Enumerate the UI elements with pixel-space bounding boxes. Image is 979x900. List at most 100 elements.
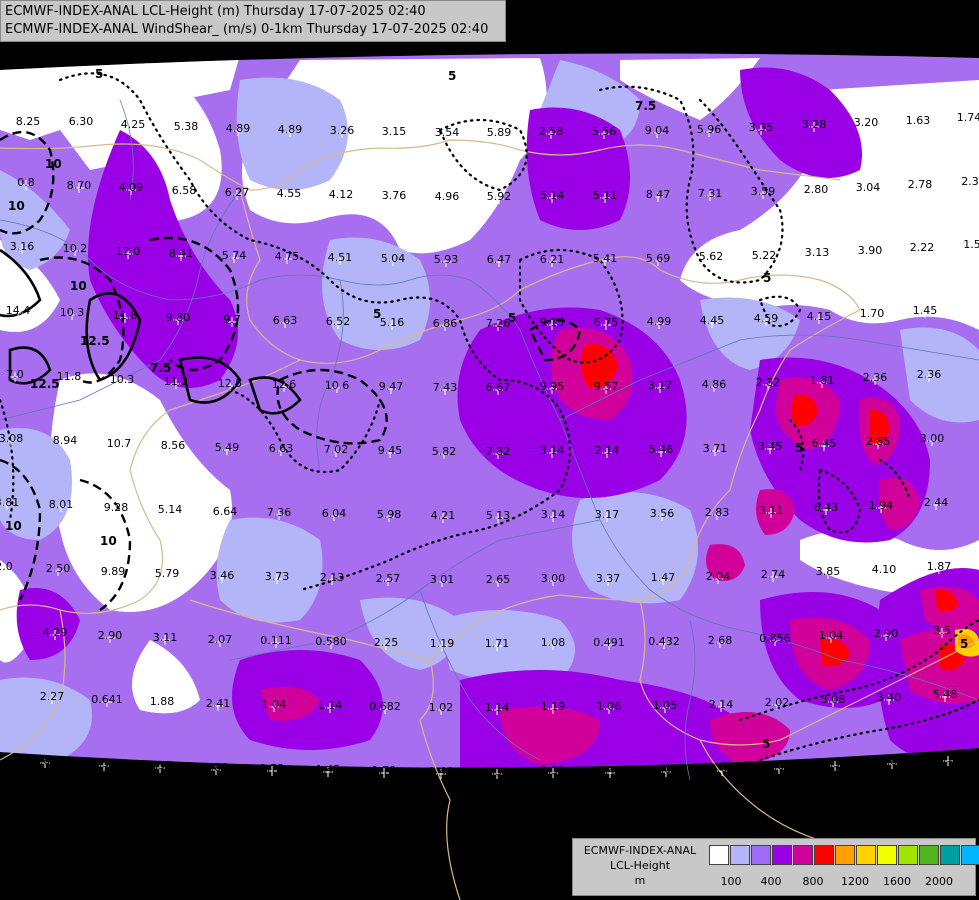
grid-value: 8.47: [646, 188, 671, 201]
grid-point: 9.80: [166, 311, 190, 325]
grid-value: 2.50: [46, 562, 71, 575]
grid-value: 7.82: [486, 445, 511, 458]
grid-point: 5.49: [215, 441, 239, 455]
grid-point: 3.17: [595, 508, 619, 522]
grid-point: 3.76: [382, 189, 407, 203]
grid-point: 1.70: [860, 307, 884, 321]
grid-point: 11.6: [113, 309, 137, 323]
grid-point: 3.11: [153, 631, 177, 645]
grid-value: 3.15: [382, 125, 407, 138]
grid-value: 2.65: [486, 573, 511, 586]
contour-label-5: 5: [762, 737, 770, 751]
grid-value: 0.682: [369, 700, 401, 713]
legend-swatch: [814, 845, 834, 865]
contour-label-7.5: 7.5: [635, 99, 656, 113]
contour-label-5: 5: [763, 271, 771, 285]
grid-point: 3.14: [540, 444, 564, 458]
grid-value: 12.5: [218, 377, 243, 390]
grid-value: 10.2: [63, 242, 88, 255]
grid-point: 7.82: [486, 445, 511, 459]
grid-value: 4.55: [277, 187, 302, 200]
grid-point: 9.7: [223, 313, 241, 327]
grid-value: 2.41: [206, 697, 231, 710]
grid-point: 1.06: [597, 700, 621, 714]
grid-value: 12.0: [116, 245, 141, 258]
legend-tick: 800: [802, 875, 824, 888]
grid-value: 4.59: [92, 757, 117, 770]
legend-tick: 1200: [841, 875, 869, 888]
grid-value: 6.58: [172, 184, 197, 197]
grid-point: 4.29: [43, 626, 67, 640]
grid-point: 1.10: [936, 752, 960, 766]
grid-value: 7.02: [324, 443, 349, 456]
grid-value: 1.81: [810, 374, 835, 387]
grid-point: 9.45: [378, 444, 402, 458]
grid-value: 6.43: [814, 501, 839, 514]
grid-value: 3.54: [435, 126, 460, 139]
grid-value: 7.36: [267, 506, 292, 519]
grid-value: 14.4: [6, 304, 31, 317]
grid-point: 2.58: [539, 125, 563, 139]
grid-value: 5.74: [222, 249, 247, 262]
grid-value: 3.76: [382, 189, 407, 202]
grid-value: 3.26: [330, 124, 355, 137]
grid-value: 5.82: [432, 445, 457, 458]
contour-labels: 5 5 5 5 5 5 5 5 7.5 7.5 10 10 10 10 10 1…: [5, 67, 968, 751]
grid-point: 4.89: [226, 122, 250, 136]
grid-point: 1.63: [906, 114, 930, 128]
grid-point: 4.59: [92, 757, 117, 771]
grid-point: 0.111: [260, 634, 292, 648]
grid-point: 2.65: [710, 762, 734, 776]
grid-point: 8.94: [53, 434, 77, 448]
grid-value: 3.00: [920, 432, 945, 445]
grid-point: 10.6: [325, 379, 349, 393]
grid-value: 1.88: [150, 695, 175, 708]
grid-point: 1.88: [204, 761, 228, 775]
contour-label-5: 5: [95, 67, 103, 81]
grid-point: 2.83: [705, 506, 730, 520]
grid-point: 2.74: [761, 568, 785, 582]
grid-point: 12.0: [116, 245, 141, 259]
grid-point: 2.3: [961, 175, 979, 189]
grid-point: 3.00: [920, 432, 945, 446]
grid-point: 2.05: [654, 763, 678, 777]
grid-point: 2.02: [765, 696, 789, 710]
grid-point: 4.75: [275, 250, 299, 264]
windshear-12.5-contours: [0, 248, 302, 415]
grid-point: 1.19: [430, 637, 454, 651]
grid-point: 6.21: [540, 253, 564, 267]
grid-value: 5.69: [646, 252, 671, 265]
country-borders: [0, 139, 979, 900]
grid-value: 3.71: [703, 442, 728, 455]
grid-value: 3.14: [541, 508, 566, 521]
legend-swatch: [919, 845, 939, 865]
grid-point: 6.75: [594, 316, 618, 330]
grid-point: 2.90: [98, 629, 122, 643]
grid-value: 5.56: [592, 125, 617, 138]
grid-value: 5.11: [593, 189, 618, 202]
legend-tick: 100: [720, 875, 742, 888]
grid-value: 0.641: [91, 693, 123, 706]
grid-value: 2.83: [705, 506, 730, 519]
grid-point: 3.14: [541, 508, 566, 522]
grid-point: 2.0: [0, 560, 13, 574]
legend-swatch: [961, 845, 979, 865]
grid-value: 1.47: [651, 571, 676, 584]
grid-point: 1.87: [927, 560, 951, 574]
grid-point: 4.09: [119, 181, 143, 195]
grid-value: 12.6: [272, 378, 297, 391]
grid-point: 1.14: [318, 699, 342, 713]
grid-value: 9.15: [540, 316, 565, 329]
grid-value: 10.7: [107, 437, 132, 450]
grid-value: 3.56: [650, 507, 675, 520]
legend-swatch: [751, 845, 771, 865]
grid-value: 1.79: [372, 764, 397, 777]
grid-point: 3.59: [751, 185, 775, 199]
contour-label-10: 10: [45, 157, 62, 171]
grid-point: 3.08: [821, 693, 845, 707]
grid-point: 9.89: [101, 565, 125, 579]
grid-point: 8.56: [161, 439, 185, 453]
grid-point: 5.22: [752, 249, 776, 263]
grid-value: 4.59: [754, 312, 779, 325]
grid-point: 7.02: [324, 443, 349, 457]
